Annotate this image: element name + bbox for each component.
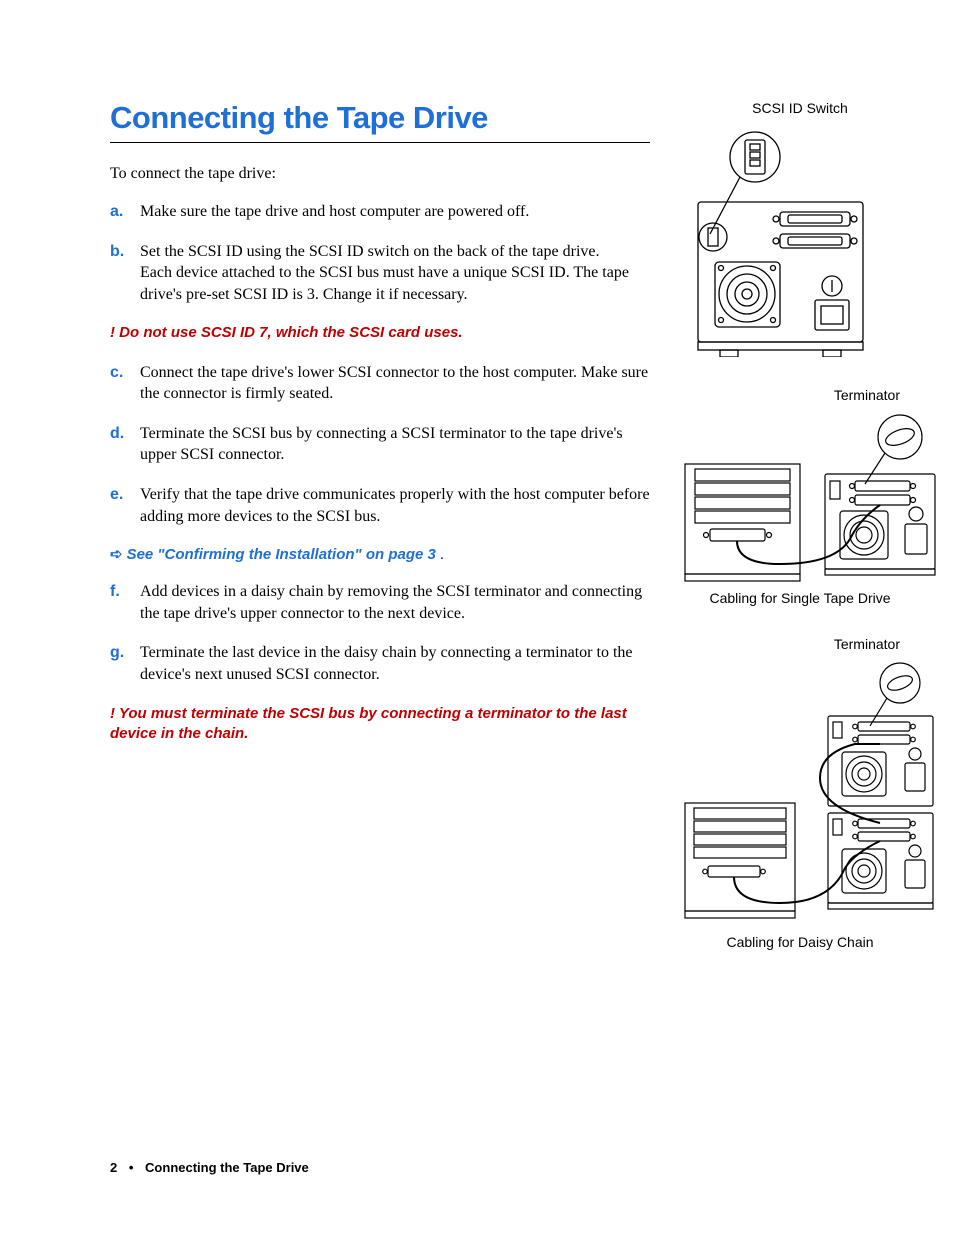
main-column: Connecting the Tape Drive To connect the… — [110, 100, 650, 978]
title-rule — [110, 142, 650, 143]
step-text: Verify that the tape drive communicates … — [140, 484, 650, 527]
figure-label: Terminator — [680, 636, 920, 652]
intro-text: To connect the tape drive: — [110, 165, 650, 183]
scsi-switch-diagram — [680, 122, 880, 357]
step-marker: a. — [110, 201, 140, 223]
figure-label: SCSI ID Switch — [680, 100, 920, 116]
step-f: f. Add devices in a daisy chain by remov… — [110, 581, 650, 624]
step-text: Terminate the last device in the daisy c… — [140, 642, 650, 685]
single-cabling-diagram — [680, 409, 940, 584]
step-marker: g. — [110, 642, 140, 685]
step-c: c. Connect the tape drive's lower SCSI c… — [110, 362, 650, 405]
warning-terminate: ! You must terminate the SCSI bus by con… — [110, 704, 650, 745]
step-e: e. Verify that the tape drive communicat… — [110, 484, 650, 527]
page-title: Connecting the Tape Drive — [110, 100, 650, 136]
figure-label: Terminator — [680, 387, 920, 403]
steps-list: a. Make sure the tape drive and host com… — [110, 201, 650, 305]
warning-scsi-id: ! Do not use SCSI ID 7, which the SCSI c… — [110, 323, 650, 343]
step-marker: d. — [110, 423, 140, 466]
page-footer: 2 • Connecting the Tape Drive — [110, 1160, 309, 1175]
footer-section-title: Connecting the Tape Drive — [145, 1160, 309, 1175]
step-text: Add devices in a daisy chain by removing… — [140, 581, 650, 624]
arrow-icon: ➪ — [110, 545, 123, 563]
figure-caption: Cabling for Single Tape Drive — [680, 590, 920, 606]
step-marker: c. — [110, 362, 140, 405]
step-d: d. Terminate the SCSI bus by connecting … — [110, 423, 650, 466]
figure-caption: Cabling for Daisy Chain — [680, 934, 920, 950]
steps-list-2: c. Connect the tape drive's lower SCSI c… — [110, 362, 650, 528]
daisy-chain-diagram — [680, 658, 940, 928]
step-text: Set the SCSI ID using the SCSI ID switch… — [140, 241, 650, 306]
footer-bullet: • — [129, 1160, 134, 1175]
steps-list-3: f. Add devices in a daisy chain by remov… — [110, 581, 650, 685]
footer-page-number: 2 — [110, 1160, 117, 1175]
figure-daisy-chain: Terminator — [680, 636, 920, 950]
figure-single-cabling: Terminator — [680, 387, 920, 606]
step-text: Terminate the SCSI bus by connecting a S… — [140, 423, 650, 466]
xref-period: . — [440, 546, 444, 563]
figures-column: SCSI ID Switch — [680, 100, 920, 978]
xref-text: See "Confirming the Installation" on pag… — [127, 546, 436, 563]
step-marker: f. — [110, 581, 140, 624]
step-marker: b. — [110, 241, 140, 306]
step-text: Connect the tape drive's lower SCSI conn… — [140, 362, 650, 405]
step-a: a. Make sure the tape drive and host com… — [110, 201, 650, 223]
figure-scsi-id-switch: SCSI ID Switch — [680, 100, 920, 357]
step-b: b. Set the SCSI ID using the SCSI ID swi… — [110, 241, 650, 306]
page: Connecting the Tape Drive To connect the… — [0, 0, 954, 1235]
step-g: g. Terminate the last device in the dais… — [110, 642, 650, 685]
step-marker: e. — [110, 484, 140, 527]
step-text: Make sure the tape drive and host comput… — [140, 201, 650, 223]
cross-reference[interactable]: ➪ See "Confirming the Installation" on p… — [110, 545, 650, 563]
